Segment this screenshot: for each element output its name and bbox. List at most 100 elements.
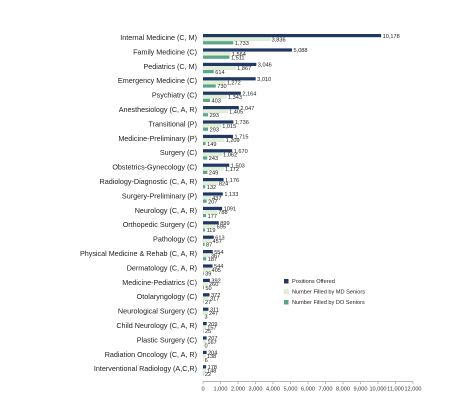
data-label: 22	[205, 372, 211, 378]
legend-swatch	[284, 279, 289, 284]
bar	[203, 365, 207, 369]
data-label: 372	[211, 293, 220, 299]
data-label: 1,172	[225, 167, 239, 173]
category-label: Radiation Oncology (C, A, R)	[105, 350, 197, 359]
bar	[203, 149, 233, 153]
bar	[202, 224, 216, 229]
bar	[203, 55, 230, 59]
legend-label: Number Filled by DO Seniors	[292, 300, 365, 306]
data-label: 10,178	[383, 34, 400, 40]
data-label: 1,062	[223, 153, 237, 159]
data-label: 204	[208, 351, 217, 357]
data-label: 392	[211, 279, 220, 285]
category-label: Pediatrics (C, M)	[143, 62, 197, 71]
data-label: 317	[210, 297, 219, 303]
x-tick-label: 11,000	[387, 387, 404, 393]
data-label: 119	[207, 228, 216, 234]
category-label: Neurology (C, A, R)	[135, 206, 197, 215]
category-label: Otolaryngology (C)	[137, 292, 197, 301]
bar	[203, 350, 207, 354]
bars	[202, 34, 382, 376]
category-label: Family Medicine (C)	[133, 47, 197, 56]
bar	[202, 296, 209, 301]
category-label: Orthopedic Surgery (C)	[123, 220, 197, 229]
data-label: 613	[215, 235, 224, 241]
category-label: Obstetrics-Gynecology (C)	[112, 163, 197, 172]
data-label: 2,164	[242, 91, 256, 97]
bar	[203, 91, 241, 95]
legend: Positions Offered Number Filled by MD Sen…	[283, 279, 365, 306]
category-label: Surgery (C)	[160, 148, 197, 157]
data-label: 209	[208, 322, 217, 328]
category-label: Medicine-Pediatrics (C)	[122, 278, 197, 287]
data-label: 437	[212, 196, 221, 202]
bar	[203, 221, 219, 225]
category-label: Anesthesiology (C, A, R)	[119, 105, 197, 114]
data-label: 207	[208, 336, 217, 342]
bar	[203, 84, 216, 88]
category-label: Emergency Medicine (C)	[118, 76, 197, 85]
data-label: 138	[207, 354, 216, 360]
x-tick-label: 8,000	[336, 387, 350, 393]
category-label: Surgery-Preliminary (P)	[122, 191, 197, 200]
x-tick-label: 12,000	[404, 387, 421, 393]
bar	[203, 113, 209, 117]
data-label: 403	[212, 99, 221, 105]
data-label: 554	[214, 250, 223, 256]
bar	[203, 264, 213, 268]
category-label: Dermatology (C, A, R)	[127, 263, 197, 272]
bar	[202, 339, 207, 344]
x-tick-label: 10,000	[369, 387, 386, 393]
data-label: 293	[210, 113, 219, 119]
data-label: 1,343	[228, 95, 242, 101]
data-label: 1,867	[237, 66, 251, 72]
bar	[203, 322, 207, 326]
bar	[202, 253, 210, 257]
category-label: Radiology-Diagnostic (C, A, R)	[100, 177, 197, 186]
bar	[202, 368, 206, 373]
data-label: 3,836	[272, 37, 286, 43]
data-label: 25	[205, 329, 211, 335]
data-label: 457	[212, 239, 221, 245]
bar	[202, 123, 221, 128]
bar	[202, 354, 206, 358]
data-label: 1,670	[234, 149, 248, 155]
bar	[203, 41, 234, 45]
bar	[203, 134, 234, 138]
data-label: 260	[209, 282, 218, 288]
bar	[202, 195, 211, 200]
bar	[202, 282, 208, 286]
data-label: 405	[212, 268, 221, 274]
data-label: 1,133	[224, 192, 238, 198]
legend-label: Number Filled by MD Seniors	[292, 290, 365, 296]
legend-swatch	[283, 289, 289, 295]
bar	[203, 250, 213, 254]
bar	[203, 206, 223, 210]
data-label: 3	[205, 315, 208, 321]
data-label: 27	[205, 300, 211, 306]
legend-label: Positions Offered	[292, 279, 335, 285]
x-tick-label: 6,000	[301, 387, 315, 393]
data-label: 1,511	[231, 55, 245, 61]
category-label: Interventional Radiology (A,C,R)	[94, 364, 197, 373]
bar	[203, 192, 223, 196]
bar	[202, 311, 208, 315]
data-label: 1,209	[226, 138, 240, 144]
data-label: 1,015	[222, 124, 236, 130]
category-label: Internal Medicine (C, M)	[120, 33, 197, 42]
bar	[202, 138, 225, 142]
data-label: 132	[207, 185, 216, 191]
x-tick-label: 5,000	[284, 387, 298, 393]
data-label: 247	[209, 311, 218, 317]
data-label: 614	[215, 70, 224, 76]
data-label: 0	[205, 343, 208, 349]
bar	[203, 142, 206, 146]
data-label: 1,736	[235, 120, 249, 126]
category-label: Plastic Surgery (C)	[137, 335, 197, 344]
data-label: 39	[205, 271, 211, 277]
bar	[203, 62, 257, 66]
category-label: Child Neurology (C, A, R)	[116, 321, 197, 330]
bar	[202, 152, 222, 157]
data-label: 187	[208, 257, 217, 263]
